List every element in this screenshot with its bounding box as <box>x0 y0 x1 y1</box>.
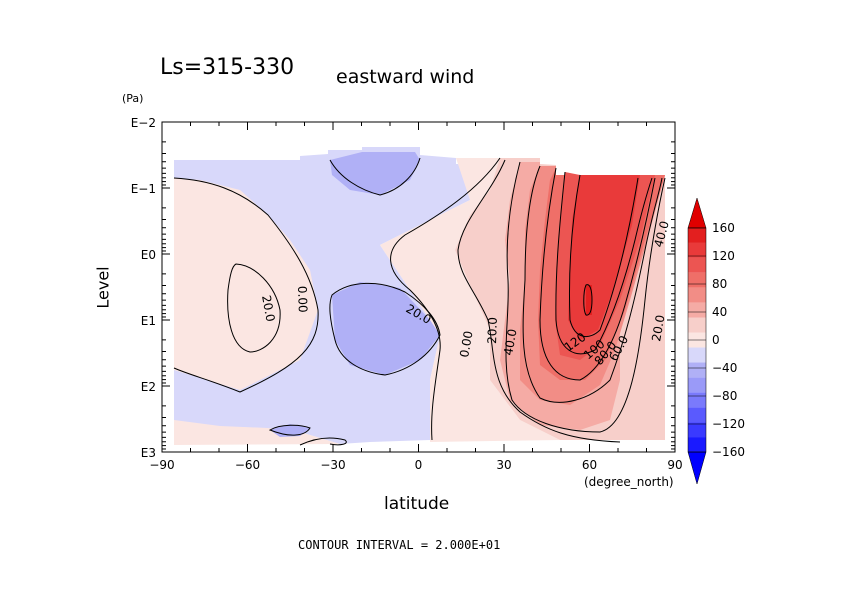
colorbar-cap-top <box>687 197 707 229</box>
y-tick-label: E3 <box>141 446 156 460</box>
contour-line-0-left <box>173 177 319 393</box>
contour-line-100 <box>555 171 653 355</box>
y-tick-label: E−1 <box>131 182 156 196</box>
colorbar-label: 0 <box>712 333 720 347</box>
y-axis-unit: (Pa) <box>122 92 144 105</box>
colorbar-swatch <box>688 228 706 243</box>
contour-fill-0-20-center <box>380 158 560 442</box>
colorbar: 160 120 80 40 0 −40 −80 −120 −160 <box>687 197 745 485</box>
contour-line-20-center <box>457 159 621 443</box>
contour-line-0-center <box>390 157 501 441</box>
y-tick-label: E1 <box>141 314 156 328</box>
colorbar-swatch <box>688 437 706 452</box>
colorbar-swatch <box>688 242 706 258</box>
contour-line-60 <box>522 165 663 403</box>
contour-label: 0.00 <box>457 330 475 359</box>
colorbar-label: 80 <box>712 277 727 291</box>
colorbar-swatch <box>688 317 706 333</box>
contour-line-bottom-wiggle <box>299 437 347 446</box>
chart-title: Ls=315-330 <box>160 55 295 80</box>
colorbar-swatch <box>688 377 706 393</box>
colorbar-cap-bottom <box>687 451 707 485</box>
colorbar-label: 40 <box>712 305 727 319</box>
x-tick-label: 90 <box>667 458 682 472</box>
x-tick-label: −30 <box>320 458 345 472</box>
contour-line-140-core <box>583 284 593 316</box>
contour-line-neg20-mid <box>329 282 441 376</box>
x-tick-label: −60 <box>235 458 260 472</box>
x-tick-label: −90 <box>149 458 174 472</box>
colorbar-label: −80 <box>712 389 737 403</box>
contour-line-120 <box>568 174 639 338</box>
colorbar-swatch <box>688 347 706 363</box>
contour-label: 20.0 <box>485 317 500 344</box>
chart-subtitle: eastward wind <box>336 66 475 88</box>
contour-fill-0-20-bottom-left <box>174 420 340 445</box>
x-axis-unit: (degree_north) <box>584 475 674 489</box>
x-tick-label: 60 <box>582 458 597 472</box>
colorbar-label: −40 <box>712 361 737 375</box>
y-tick-label: E−2 <box>131 116 156 130</box>
contour-label: 20.0 <box>259 294 277 323</box>
x-axis-label: latitude <box>384 494 450 514</box>
colorbar-swatch <box>688 272 706 288</box>
y-tick-label: E0 <box>141 248 156 262</box>
contour-line-neg20-top <box>329 157 421 196</box>
contour-fill-peak <box>586 285 592 315</box>
contour-interval-note: CONTOUR INTERVAL = 2.000E+01 <box>298 538 501 552</box>
x-tick-label: 0 <box>415 458 423 472</box>
contour-fill-0-20-left-cell <box>228 264 280 352</box>
contour-line-80 <box>539 167 656 381</box>
colorbar-swatch <box>688 287 706 303</box>
contour-fill-neg-upper <box>330 152 420 195</box>
colorbar-swatch <box>688 362 706 378</box>
x-axis-ticks: −90 −60 −30 0 30 60 90 <box>149 122 683 472</box>
colorbar-label: 120 <box>712 249 735 263</box>
x-tick-label: 30 <box>496 458 511 472</box>
colorbar-swatch <box>688 302 706 318</box>
contour-line-neg20-bottom <box>268 424 311 436</box>
contour-line-40 <box>505 161 666 433</box>
colorbar-swatch <box>688 257 706 273</box>
filled-contours <box>174 147 665 445</box>
colorbar-label: −120 <box>712 417 745 431</box>
colorbar-swatch <box>688 392 706 408</box>
contour-label: 40.0 <box>501 328 519 357</box>
contour-fill-neg20-0-left-lower <box>174 370 340 430</box>
contour-line-20-left-cell <box>227 263 281 353</box>
y-tick-label: E2 <box>141 380 156 394</box>
contour-label: 40.0 <box>651 219 671 248</box>
contour-lines <box>173 157 666 446</box>
colorbar-label: 160 <box>712 221 735 235</box>
contour-label: 0.00 <box>295 286 310 313</box>
contour-fill-neg-lower-left <box>332 282 440 375</box>
colorbar-swatch <box>688 407 706 423</box>
contour-label: 20.0 <box>649 314 667 343</box>
colorbar-label: −160 <box>712 445 745 459</box>
y-axis-ticks: E−2 E−1 E0 E1 E2 E3 <box>131 116 675 460</box>
colorbar-swatch <box>688 422 706 438</box>
